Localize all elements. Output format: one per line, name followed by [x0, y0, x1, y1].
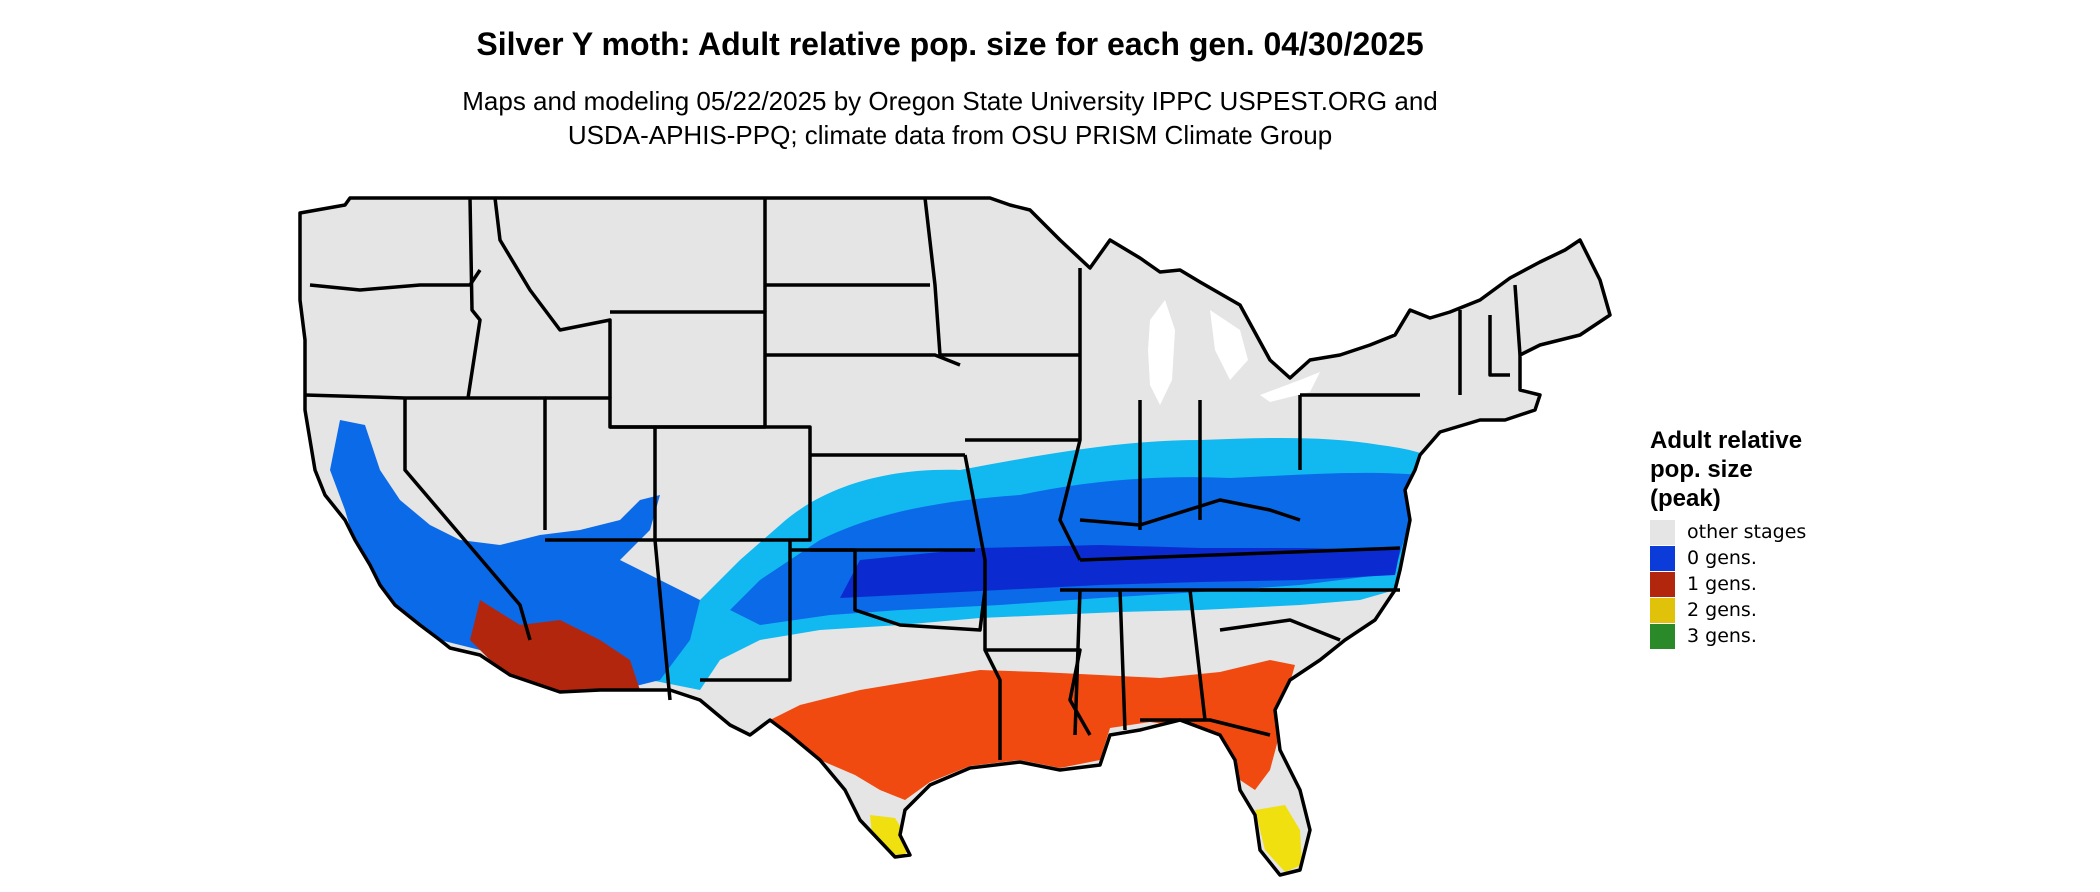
lake-erie: [1260, 372, 1320, 402]
border-ms: [1073, 589, 1082, 736]
legend: Adult relative pop. size (peak) other st…: [1650, 426, 1806, 649]
legend-label: other stages: [1687, 521, 1807, 543]
legend-title-line: Adult relative: [1650, 427, 1803, 454]
border-dakotas-mn: [923, 197, 942, 356]
subtitle-line-2: USDA-APHIS-PPQ; climate data from OSU PR…: [567, 120, 1333, 150]
us-border: [298, 196, 1612, 877]
border-sd-ne: [765, 353, 961, 367]
legend-swatch: [1650, 597, 1675, 623]
legend-label: 2 gens.: [1687, 599, 1757, 621]
border-vt-nh: [1488, 315, 1510, 377]
legend-item-2-gens: 2 gens.: [1650, 597, 1806, 623]
border-al: [1118, 589, 1127, 731]
lake-michigan: [1148, 300, 1175, 405]
state-borders: [298, 196, 1612, 877]
border-wi-il: [1058, 268, 1082, 561]
one-gen-south: [770, 660, 1295, 800]
legend-swatch: [1650, 519, 1675, 545]
legend-swatch: [1650, 545, 1675, 571]
zero-gens-dark-core: [840, 545, 1400, 598]
border-ky-oh: [1079, 498, 1301, 527]
border-nm-tx: [700, 540, 792, 682]
border-fl-ga: [1140, 718, 1271, 737]
legend-label: 0 gens.: [1687, 547, 1757, 569]
legend-label: 1 gens.: [1687, 573, 1757, 595]
border-ok-tx: [810, 548, 987, 632]
legend-swatch: [1650, 571, 1675, 597]
two-gens-florida: [1255, 805, 1302, 872]
subtitle-line-1: Maps and modeling 05/22/2025 by Oregon S…: [462, 86, 1438, 116]
border-ar-la: [985, 648, 1092, 736]
border-id-west: [466, 197, 482, 399]
border-co-ks: [655, 425, 812, 542]
lake-huron: [1210, 310, 1248, 380]
legend-item-0-gens: 0 gens.: [1650, 545, 1806, 571]
border-ca-nv: [403, 398, 532, 641]
border-ga: [1188, 589, 1207, 721]
legend-swatch: [1650, 623, 1675, 649]
border-id-mt: [493, 197, 612, 398]
two-gens-texas: [870, 815, 910, 856]
border-tn-ky: [1079, 546, 1401, 562]
border-or-ca: [304, 393, 406, 400]
legend-title-line: pop. size: [1650, 456, 1753, 483]
legend-title: Adult relative pop. size (peak): [1650, 426, 1806, 513]
legend-item-3-gens: 3 gens.: [1650, 623, 1806, 649]
legend-title-line: (peak): [1650, 485, 1721, 512]
map-subtitle: Maps and modeling 05/22/2025 by Oregon S…: [0, 84, 1900, 152]
zero-gens-west: [330, 420, 700, 690]
one-gen-arizona: [470, 600, 640, 692]
legend-label: 3 gens.: [1687, 625, 1757, 647]
legend-item-other-stages: other stages: [1650, 519, 1806, 545]
map-title: Silver Y moth: Adult relative pop. size …: [476, 26, 1424, 62]
legend-item-1-gens: 1 gens.: [1650, 571, 1806, 597]
border-wa-or: [309, 269, 482, 292]
border-me-nh: [1513, 284, 1522, 356]
border-nc-sc: [1219, 618, 1341, 642]
